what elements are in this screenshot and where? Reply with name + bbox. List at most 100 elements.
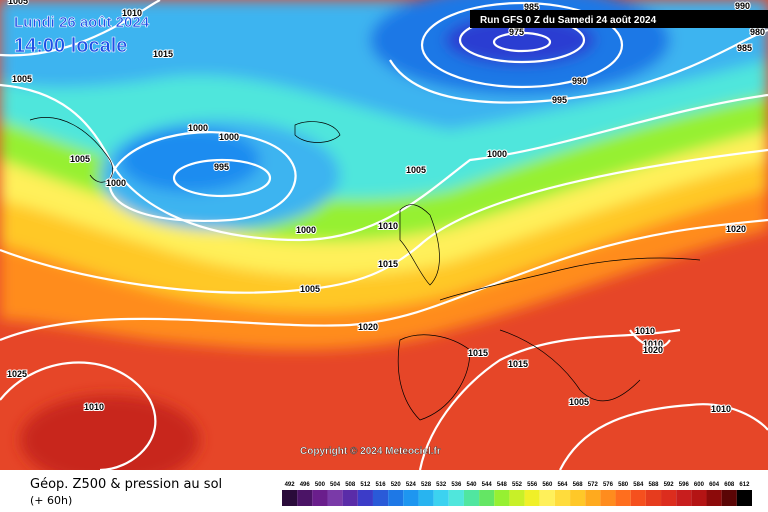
isobar-label: 1010 — [711, 404, 731, 414]
isobar-labels: 1005 1010 1015 1005 1000 1000 1005 1000 995 1000 1… — [6, 0, 766, 415]
legend-label: 504 — [330, 482, 341, 488]
isobar-label: 985 — [737, 43, 752, 53]
legend-label: 512 — [360, 482, 371, 488]
legend-label: 580 — [618, 482, 629, 488]
isobar-label: 1000 — [219, 132, 239, 142]
colorbar: 492 496 500 504 508 512 516 520 524 528 532 536 540 5… — [282, 482, 752, 506]
legend-label: 584 — [633, 482, 644, 488]
legend-label: 520 — [391, 482, 402, 488]
legend-swatch — [600, 490, 616, 506]
legend-swatch — [661, 490, 677, 506]
legend-swatch — [539, 490, 555, 506]
legend-label: 568 — [573, 482, 584, 488]
isobar-label: 1005 — [300, 284, 320, 294]
legend-swatch — [403, 490, 419, 506]
legend-swatch — [463, 490, 480, 506]
isobar-label: 1000 — [296, 225, 316, 235]
legend-label: 604 — [709, 482, 720, 488]
legend-label: 608 — [724, 482, 735, 488]
legend-label: 516 — [376, 482, 387, 488]
field — [0, 0, 768, 470]
legend-swatch — [721, 490, 737, 506]
legend-swatch — [585, 490, 601, 506]
footer-lead: (+ 60h) — [30, 494, 72, 507]
isobar-label: 1015 — [153, 49, 173, 59]
legend-swatch — [691, 490, 707, 506]
isobar-label: 1010 — [378, 221, 398, 231]
isobar-label: 990 — [735, 1, 750, 11]
legend-label: 596 — [679, 482, 690, 488]
legend-swatch — [630, 490, 646, 506]
isobar-label: 1010 — [84, 402, 104, 412]
legend-swatch — [312, 490, 328, 506]
legend-swatch — [357, 490, 373, 506]
legend-label: 560 — [542, 482, 553, 488]
isobar-label: 1015 — [508, 359, 528, 369]
legend-swatch — [327, 490, 343, 506]
legend-swatch — [479, 490, 495, 506]
legend-swatch — [676, 490, 692, 506]
legend-label: 556 — [527, 482, 538, 488]
legend-swatch — [372, 490, 389, 506]
legend-swatch — [645, 490, 662, 506]
isobar-label: 1000 — [487, 149, 507, 159]
field-low-core — [120, 128, 260, 192]
run-box — [470, 10, 768, 28]
isobar-label: 1020 — [726, 224, 746, 234]
isobar-label: 995 — [214, 162, 229, 172]
isobar-label: 1005 — [12, 74, 32, 84]
isobar-label: 975 — [509, 27, 524, 37]
isobar-label: 1015 — [378, 259, 398, 269]
legend-label: 572 — [588, 482, 599, 488]
legend-label: 496 — [300, 482, 311, 488]
legend-swatch — [554, 490, 571, 506]
legend-swatch — [388, 490, 404, 506]
isobar-label: 1020 — [643, 345, 663, 355]
isobar-label: 1005 — [70, 154, 90, 164]
legend-label: 524 — [406, 482, 417, 488]
footer-title: Géop. Z500 & pression au sol — [30, 477, 222, 492]
legend-swatch — [615, 490, 631, 506]
legend-swatch — [282, 490, 298, 506]
isobar-label: 995 — [552, 95, 567, 105]
legend-label: 528 — [421, 482, 432, 488]
isobar-label: 1020 — [358, 322, 378, 332]
legend-label: 588 — [648, 482, 659, 488]
legend-label: 592 — [664, 482, 675, 488]
date-label: Lundi 26 août 2024 — [14, 14, 150, 31]
legend-swatch — [736, 490, 752, 506]
legend-label: 540 — [467, 482, 478, 488]
legend-swatch — [570, 490, 586, 506]
isobar-label: 1025 — [7, 369, 27, 379]
legend-label: 576 — [603, 482, 614, 488]
isobar-label: 1005 — [8, 0, 28, 6]
isobar-label: 1005 — [569, 397, 589, 407]
time-label: 14:00 locale — [14, 35, 127, 57]
copyright: Copyright © 2024 Meteociel.fr — [300, 446, 441, 457]
legend-label: 544 — [482, 482, 493, 488]
run-label: Run GFS 0 Z du Samedi 24 août 2024 — [480, 15, 657, 26]
legend-swatch — [342, 490, 358, 506]
coastlines — [29, 117, 701, 421]
legend-swatch — [509, 490, 525, 506]
legend-label: 552 — [512, 482, 523, 488]
legend-swatch — [706, 490, 722, 506]
isobar-label: 990 — [572, 76, 587, 86]
legend-label: 536 — [451, 482, 462, 488]
legend-swatch — [418, 490, 434, 506]
legend-label: 500 — [315, 482, 326, 488]
legend-swatch — [524, 490, 540, 506]
legend-label: 612 — [739, 482, 750, 488]
legend-label: 508 — [345, 482, 356, 488]
legend-swatch — [448, 490, 464, 506]
isobar-label: 1010 — [643, 339, 663, 349]
isobar-label: 1010 — [122, 8, 142, 18]
isobar-label: 1010 — [635, 326, 655, 336]
isobar-label: 1000 — [188, 123, 208, 133]
legend-swatch — [297, 490, 313, 506]
isobar-label: 1005 — [406, 165, 426, 175]
legend-label: 492 — [285, 482, 296, 488]
isobar-label: 980 — [750, 27, 765, 37]
